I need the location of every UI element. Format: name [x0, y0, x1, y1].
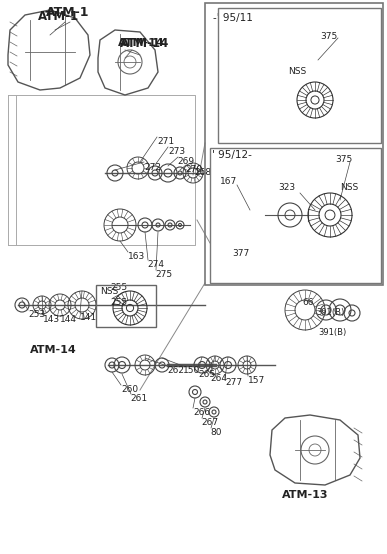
Text: 144: 144 [60, 315, 77, 324]
Text: 260: 260 [121, 385, 138, 394]
Bar [210, 148, 381, 283]
Text: 272: 272 [144, 163, 161, 172]
Text: 167: 167 [220, 177, 237, 186]
Text: 255: 255 [110, 283, 127, 292]
Text: NSS: NSS [340, 183, 358, 192]
Text: 143: 143 [43, 315, 60, 324]
Text: 80: 80 [210, 428, 221, 437]
Text: 273: 273 [168, 147, 185, 156]
Text: -' 95/11: -' 95/11 [213, 13, 253, 23]
Text: ATM-14: ATM-14 [120, 37, 170, 50]
Text: NSS: NSS [288, 67, 306, 76]
Text: 66: 66 [302, 298, 313, 307]
Text: 150: 150 [183, 366, 200, 375]
Text: ATM-14: ATM-14 [30, 345, 77, 355]
Text: ATM-1: ATM-1 [38, 10, 79, 23]
Text: 157: 157 [248, 376, 265, 385]
Text: 323: 323 [278, 183, 295, 192]
Text: 377: 377 [232, 249, 249, 258]
Text: 265: 265 [198, 370, 215, 379]
Text: 274: 274 [147, 260, 164, 269]
Text: ATM-14: ATM-14 [118, 38, 165, 48]
Text: 391(B): 391(B) [318, 328, 346, 337]
Text: 392(B): 392(B) [316, 308, 344, 317]
Bar [218, 8, 381, 143]
Text: 264: 264 [210, 374, 227, 383]
Text: 253: 253 [28, 310, 45, 319]
Text: 255: 255 [110, 298, 127, 307]
Bar [96, 285, 156, 327]
Text: 375: 375 [335, 155, 352, 164]
Text: 277: 277 [225, 378, 242, 387]
Text: 266: 266 [193, 408, 210, 417]
Text: 262: 262 [167, 366, 184, 375]
Text: 267: 267 [201, 418, 218, 427]
Text: 268: 268 [194, 168, 211, 177]
Text: ' 95/12-: ' 95/12- [212, 150, 252, 160]
Text: 275: 275 [155, 270, 172, 279]
Text: 270: 270 [185, 165, 202, 174]
Text: 163: 163 [128, 252, 145, 261]
Text: 271: 271 [157, 137, 174, 146]
Text: ATM-13: ATM-13 [282, 490, 328, 500]
Text: ATM-1: ATM-1 [46, 6, 90, 19]
Text: NSS: NSS [100, 287, 118, 296]
Text: 141: 141 [80, 313, 97, 322]
Text: 269: 269 [177, 157, 194, 166]
Text: 261: 261 [130, 394, 147, 403]
Text: 375: 375 [320, 32, 337, 41]
Bar [205, 3, 383, 285]
